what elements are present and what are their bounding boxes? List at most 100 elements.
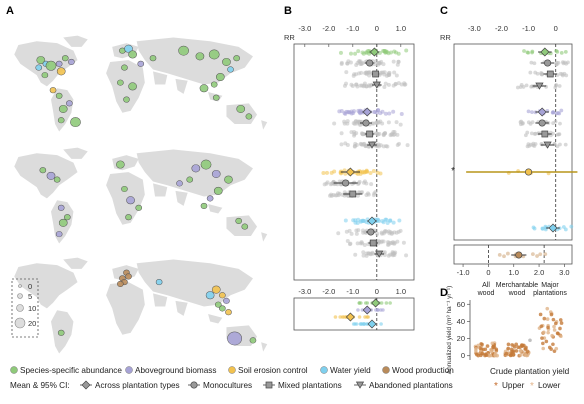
panel-c-row-5-mean [537,107,547,117]
land-1-2 [63,35,88,47]
land-1-11 [153,71,168,85]
panel-b-3-3-pt-31 [329,192,334,197]
panel-c-row-6-pt-16 [530,120,535,125]
panel-c-row-7-pt-16 [556,132,561,137]
panel-d-3-pt-33 [559,334,563,339]
panel-d-3-pt-29 [556,331,560,336]
panel-b-1-2-pt-5 [381,62,386,67]
panel-b-3-3-pt-26 [337,191,342,196]
panel-c-lower-pt-11 [535,254,539,258]
size-legend: 0 5 10 20 [11,278,39,338]
panel-b-4-4-mean [375,250,384,258]
panel-b-lower-1-pt-12 [384,301,389,305]
panel-b-4-4-pt-3 [361,250,366,255]
panel-b-4-2-pt-32 [375,231,380,236]
panel-b-4-2-pt-23 [344,229,349,234]
panel-b-lower-1-pt-8 [388,301,392,305]
panel-b-1-4-pt-31 [393,82,398,87]
panel-c-row-3-pt-14 [560,73,565,78]
panel-b-4-1-pt-23 [361,218,366,223]
map-2-site-22 [186,176,194,183]
panel-b-2-3-pt-20 [395,132,400,137]
panel-d-1-pt-31 [485,344,490,348]
panel-d-2-pt-48 [509,353,514,357]
panel-b-3-2-pt-19 [362,179,367,184]
panel-b-lower-1-mean [371,298,381,308]
panel-b-2-1-pt-25 [376,108,381,113]
map-1-site-10 [55,92,63,99]
panel-d-3-pt-3 [552,324,556,329]
map-2-site-4 [57,204,65,211]
panel-c-lower-tick-1: -1.0 [457,268,470,277]
panel-c-lower-pt-4 [530,252,535,256]
legend: Species-specific abundance Aboveground bi… [10,366,570,392]
panel-b-3-1-pt-27 [365,169,370,174]
legend-type-1: Across plantation types [95,381,180,390]
panel-b-lower-4-pt-9 [362,322,366,326]
legend-type-marker-3 [265,381,273,389]
panel-c-row-2-pt-16 [529,60,534,65]
panel-c-row-1-mean [540,47,550,57]
map-3-site-14 [249,337,257,344]
panel-b-lower-tick-5: 1.0 [396,287,406,296]
map-3-site-16 [155,279,163,286]
panel-d-ytick-3: 40 [457,317,465,326]
panel-b-tick-2: -2.0 [322,24,335,33]
panel-d-3-pt-27 [542,316,547,321]
panel-d-category-2-line-2: wood [508,290,526,297]
map-1-site-23 [178,45,189,56]
panel-b-lower-3-pt-13 [338,315,342,319]
panel-d-1-pt-52 [489,349,494,354]
map-1-site-18 [117,79,124,86]
map-2-site-8 [116,160,125,169]
map-2-site-16 [224,175,233,184]
panel-c-row-6-mean [538,119,546,127]
panel-b-2-1-pt-21 [342,111,347,116]
panel-b-1-3-pt-32 [367,73,372,78]
land-2-7 [175,190,188,206]
panel-c-row-10-pt-16 [561,225,566,229]
panel-b-4-3-pt-17 [348,241,353,246]
legend-type-3: Mixed plantations [278,381,342,390]
panel-b-4-2-pt-15 [356,228,361,233]
map-2-site-17 [213,186,223,195]
panel-d-category-1-line-2: wood [477,290,495,297]
panel-b-3-2-pt-16 [325,180,330,185]
map-1-site-5 [56,67,66,76]
panel-b-1-2-pt-28 [396,59,401,64]
panel-b-1-4-pt-15 [382,84,387,89]
panel-c-row-1-pt-12 [559,50,564,55]
world-map-1 [14,35,268,132]
panel-b-4-1-pt-13 [343,218,348,223]
panel-d-2-pt-52 [518,345,522,349]
panel-c-lower-pt-1 [497,252,502,257]
panel-d-3-pt-2 [558,318,563,322]
panel-b-3-1-pt-15 [324,170,329,175]
panel-c-lower-frame [453,244,573,265]
map-3-site-5 [117,280,124,288]
map-2-site-13 [191,164,201,173]
legend-crude-marker-1: * [494,381,498,392]
map-1-site-24 [195,52,205,61]
land-3-7 [175,300,188,316]
legend-swatch-4 [320,366,328,374]
legend-type-marker-2 [190,381,198,389]
panel-c-row-6-pt-11 [551,121,556,126]
land-3-5 [106,282,145,335]
world-map-2 [14,147,268,244]
panel-d-3-pt-32 [545,306,550,311]
map-3-site-12 [225,309,232,316]
panel-b-1-2-mean [366,59,374,67]
panel-b-1-2-pt-2 [391,59,396,64]
panel-d-ytick-2: 20 [457,334,465,343]
map-1-site-22 [149,55,157,62]
panel-b-1-2-pt-32 [377,60,382,65]
land-3-10 [261,342,268,352]
panel-c-row-4-pt-15 [519,83,524,87]
map-1-site-12 [66,100,73,107]
panel-c-lower-tick-5: 3.0 [559,268,569,277]
panel-b-2-2-pt-28 [353,119,358,124]
size-legend-0: 0 [28,282,32,291]
panel-c-row-8-pt-10 [526,142,531,147]
land-3-1 [14,263,78,309]
